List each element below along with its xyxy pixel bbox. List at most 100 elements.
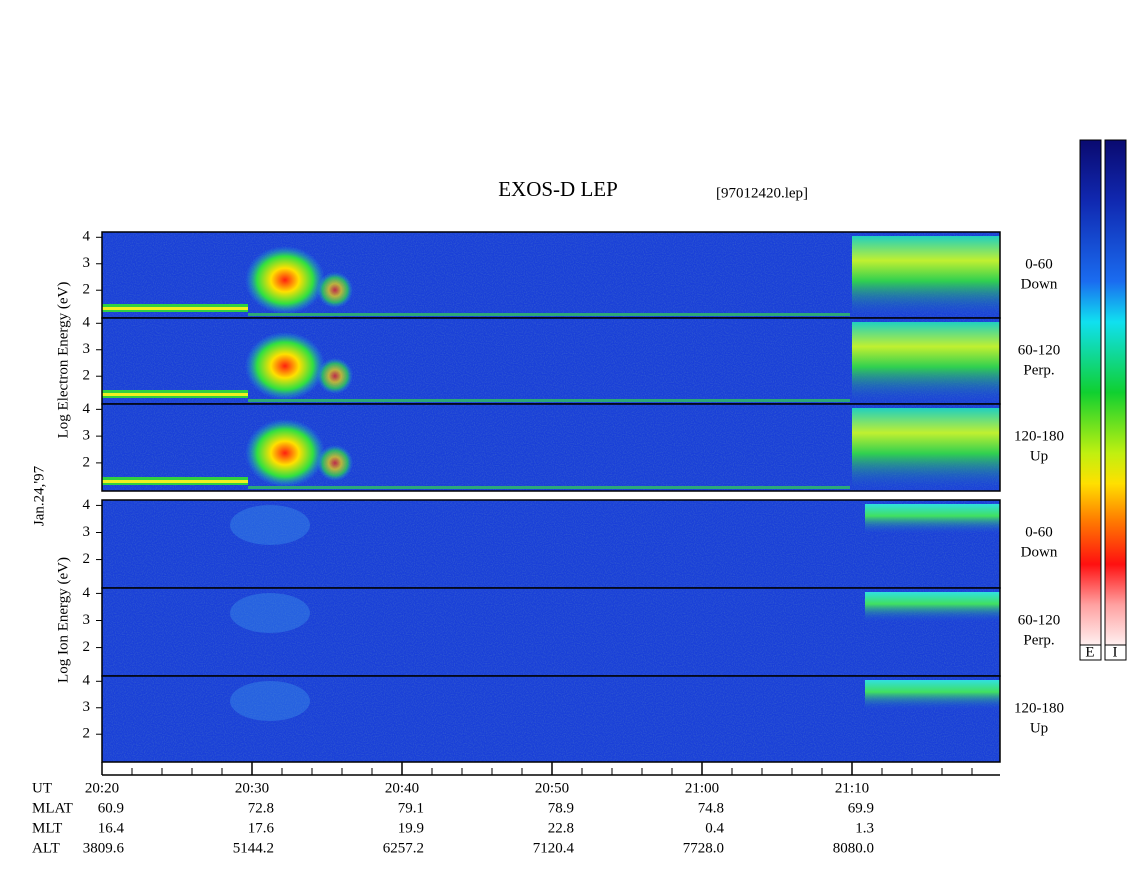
y-axis-label: Log Electron Energy (eV) (55, 282, 71, 439)
x-tick-label: 21:10 (835, 780, 869, 796)
ephemeris-value: 74.8 (698, 800, 724, 816)
spectrogram-feature (245, 246, 325, 314)
spectrogram-feature (317, 358, 353, 394)
spectrogram-noise (102, 588, 1000, 676)
y-tick-label: 2 (83, 282, 91, 298)
colorbar-label: E (1085, 644, 1094, 660)
y-axis-label: Log Ion Energy (eV) (55, 557, 71, 683)
panel-pitch-label: 0-60 (1025, 524, 1053, 540)
spectrogram-panel (102, 676, 1000, 762)
colorbar (1079, 139, 1102, 646)
ephemeris-value: 17.6 (248, 820, 275, 836)
x-axis-label: UT (32, 780, 52, 796)
spectrogram-feature (865, 504, 1000, 534)
panel-direction-label: Up (1030, 448, 1048, 464)
spectrogram-feature (102, 480, 248, 483)
y-tick-label: 3 (83, 699, 91, 715)
spectrogram-feature (230, 681, 310, 721)
spectrogram-panel (102, 318, 1000, 404)
spectrogram-feature (317, 272, 353, 308)
spectrogram-feature (317, 445, 353, 481)
x-tick-label: 20:30 (235, 780, 269, 796)
y-tick-label: 4 (83, 673, 91, 689)
ephemeris-value: 5144.2 (233, 840, 274, 856)
ephemeris-value: 0.4 (705, 820, 724, 836)
colorbar-label-box (1079, 644, 1102, 661)
subtitle: [97012420.lep] (716, 185, 808, 201)
colorbar-label: I (1113, 644, 1118, 660)
panel-pitch-label: 60-120 (1018, 342, 1061, 358)
y-tick-label: 4 (83, 229, 91, 245)
ephemeris-value: 7120.4 (533, 840, 575, 856)
spectrogram-panel (102, 404, 1000, 491)
spectrogram-feature (102, 307, 248, 310)
ephemeris-value: 69.9 (848, 800, 874, 816)
x-tick-label: 20:40 (385, 780, 419, 796)
chart-title: EXOS-D LEP (498, 177, 618, 201)
ephemeris-value: 79.1 (398, 800, 424, 816)
y-tick-label: 2 (83, 551, 91, 567)
spectrogram-panel (102, 588, 1000, 676)
ephemeris-value: 3809.6 (83, 840, 125, 856)
spectrogram-feature (852, 322, 1000, 404)
ephemeris-value: 78.9 (548, 800, 574, 816)
y-tick-label: 3 (83, 341, 91, 357)
date-label: Jan.24,'97 (31, 465, 47, 526)
colorbar-label-box (1104, 644, 1127, 661)
spectrogram-panel (102, 500, 1000, 588)
spectrogram-feature (248, 486, 850, 489)
ephemeris-value: 8080.0 (833, 840, 874, 856)
y-tick-label: 4 (83, 497, 91, 513)
spectrogram-feature (852, 236, 1000, 318)
spectrogram-feature (852, 408, 1000, 491)
y-tick-label: 4 (83, 401, 91, 417)
spectrogram-noise (102, 676, 1000, 762)
spectrogram-feature (248, 399, 850, 402)
x-tick-label: 20:20 (85, 780, 119, 796)
spectrogram-feature (245, 419, 325, 487)
y-tick-label: 2 (83, 639, 91, 655)
y-tick-label: 3 (83, 255, 91, 271)
ephemeris-value: 22.8 (548, 820, 574, 836)
ephemeris-value: 7728.0 (683, 840, 724, 856)
spectrogram-feature (230, 505, 310, 545)
ephemeris-value: 19.9 (398, 820, 424, 836)
panel-frame (101, 403, 1001, 492)
y-tick-label: 2 (83, 368, 91, 384)
spectrogram-feature (245, 332, 325, 400)
y-tick-label: 4 (83, 585, 91, 601)
y-tick-label: 3 (83, 612, 91, 628)
panel-frame (101, 675, 1001, 763)
x-tick-label: 21:00 (685, 780, 719, 796)
panel-direction-label: Perp. (1023, 362, 1054, 378)
y-tick-label: 2 (83, 726, 91, 742)
colorbar (1104, 139, 1127, 646)
ephemeris-value: 60.9 (98, 800, 124, 816)
spectrogram-feature (865, 592, 1000, 622)
ephemeris-name: ALT (32, 840, 60, 856)
y-tick-label: 3 (83, 428, 91, 444)
panel-pitch-label: 120-180 (1014, 700, 1064, 716)
y-tick-label: 3 (83, 524, 91, 540)
panel-direction-label: Up (1030, 720, 1048, 736)
panel-direction-label: Perp. (1023, 632, 1054, 648)
spectrogram-feature (865, 680, 1000, 710)
spectrogram-feature (230, 593, 310, 633)
ephemeris-value: 16.4 (98, 820, 125, 836)
y-tick-label: 2 (83, 454, 91, 470)
ephemeris-value: 1.3 (855, 820, 874, 836)
ephemeris-value: 6257.2 (383, 840, 424, 856)
ephemeris-name: MLAT (32, 800, 73, 816)
y-tick-label: 4 (83, 315, 91, 331)
x-tick-label: 20:50 (535, 780, 569, 796)
spectrogram-feature (248, 313, 850, 316)
panel-direction-label: Down (1021, 544, 1058, 560)
spectrogram-noise (102, 500, 1000, 588)
panel-direction-label: Down (1021, 276, 1058, 292)
panel-pitch-label: 0-60 (1025, 256, 1053, 272)
ephemeris-name: MLT (32, 820, 62, 836)
spectrogram-feature (102, 393, 248, 396)
ephemeris-value: 72.8 (248, 800, 274, 816)
panel-pitch-label: 60-120 (1018, 612, 1061, 628)
